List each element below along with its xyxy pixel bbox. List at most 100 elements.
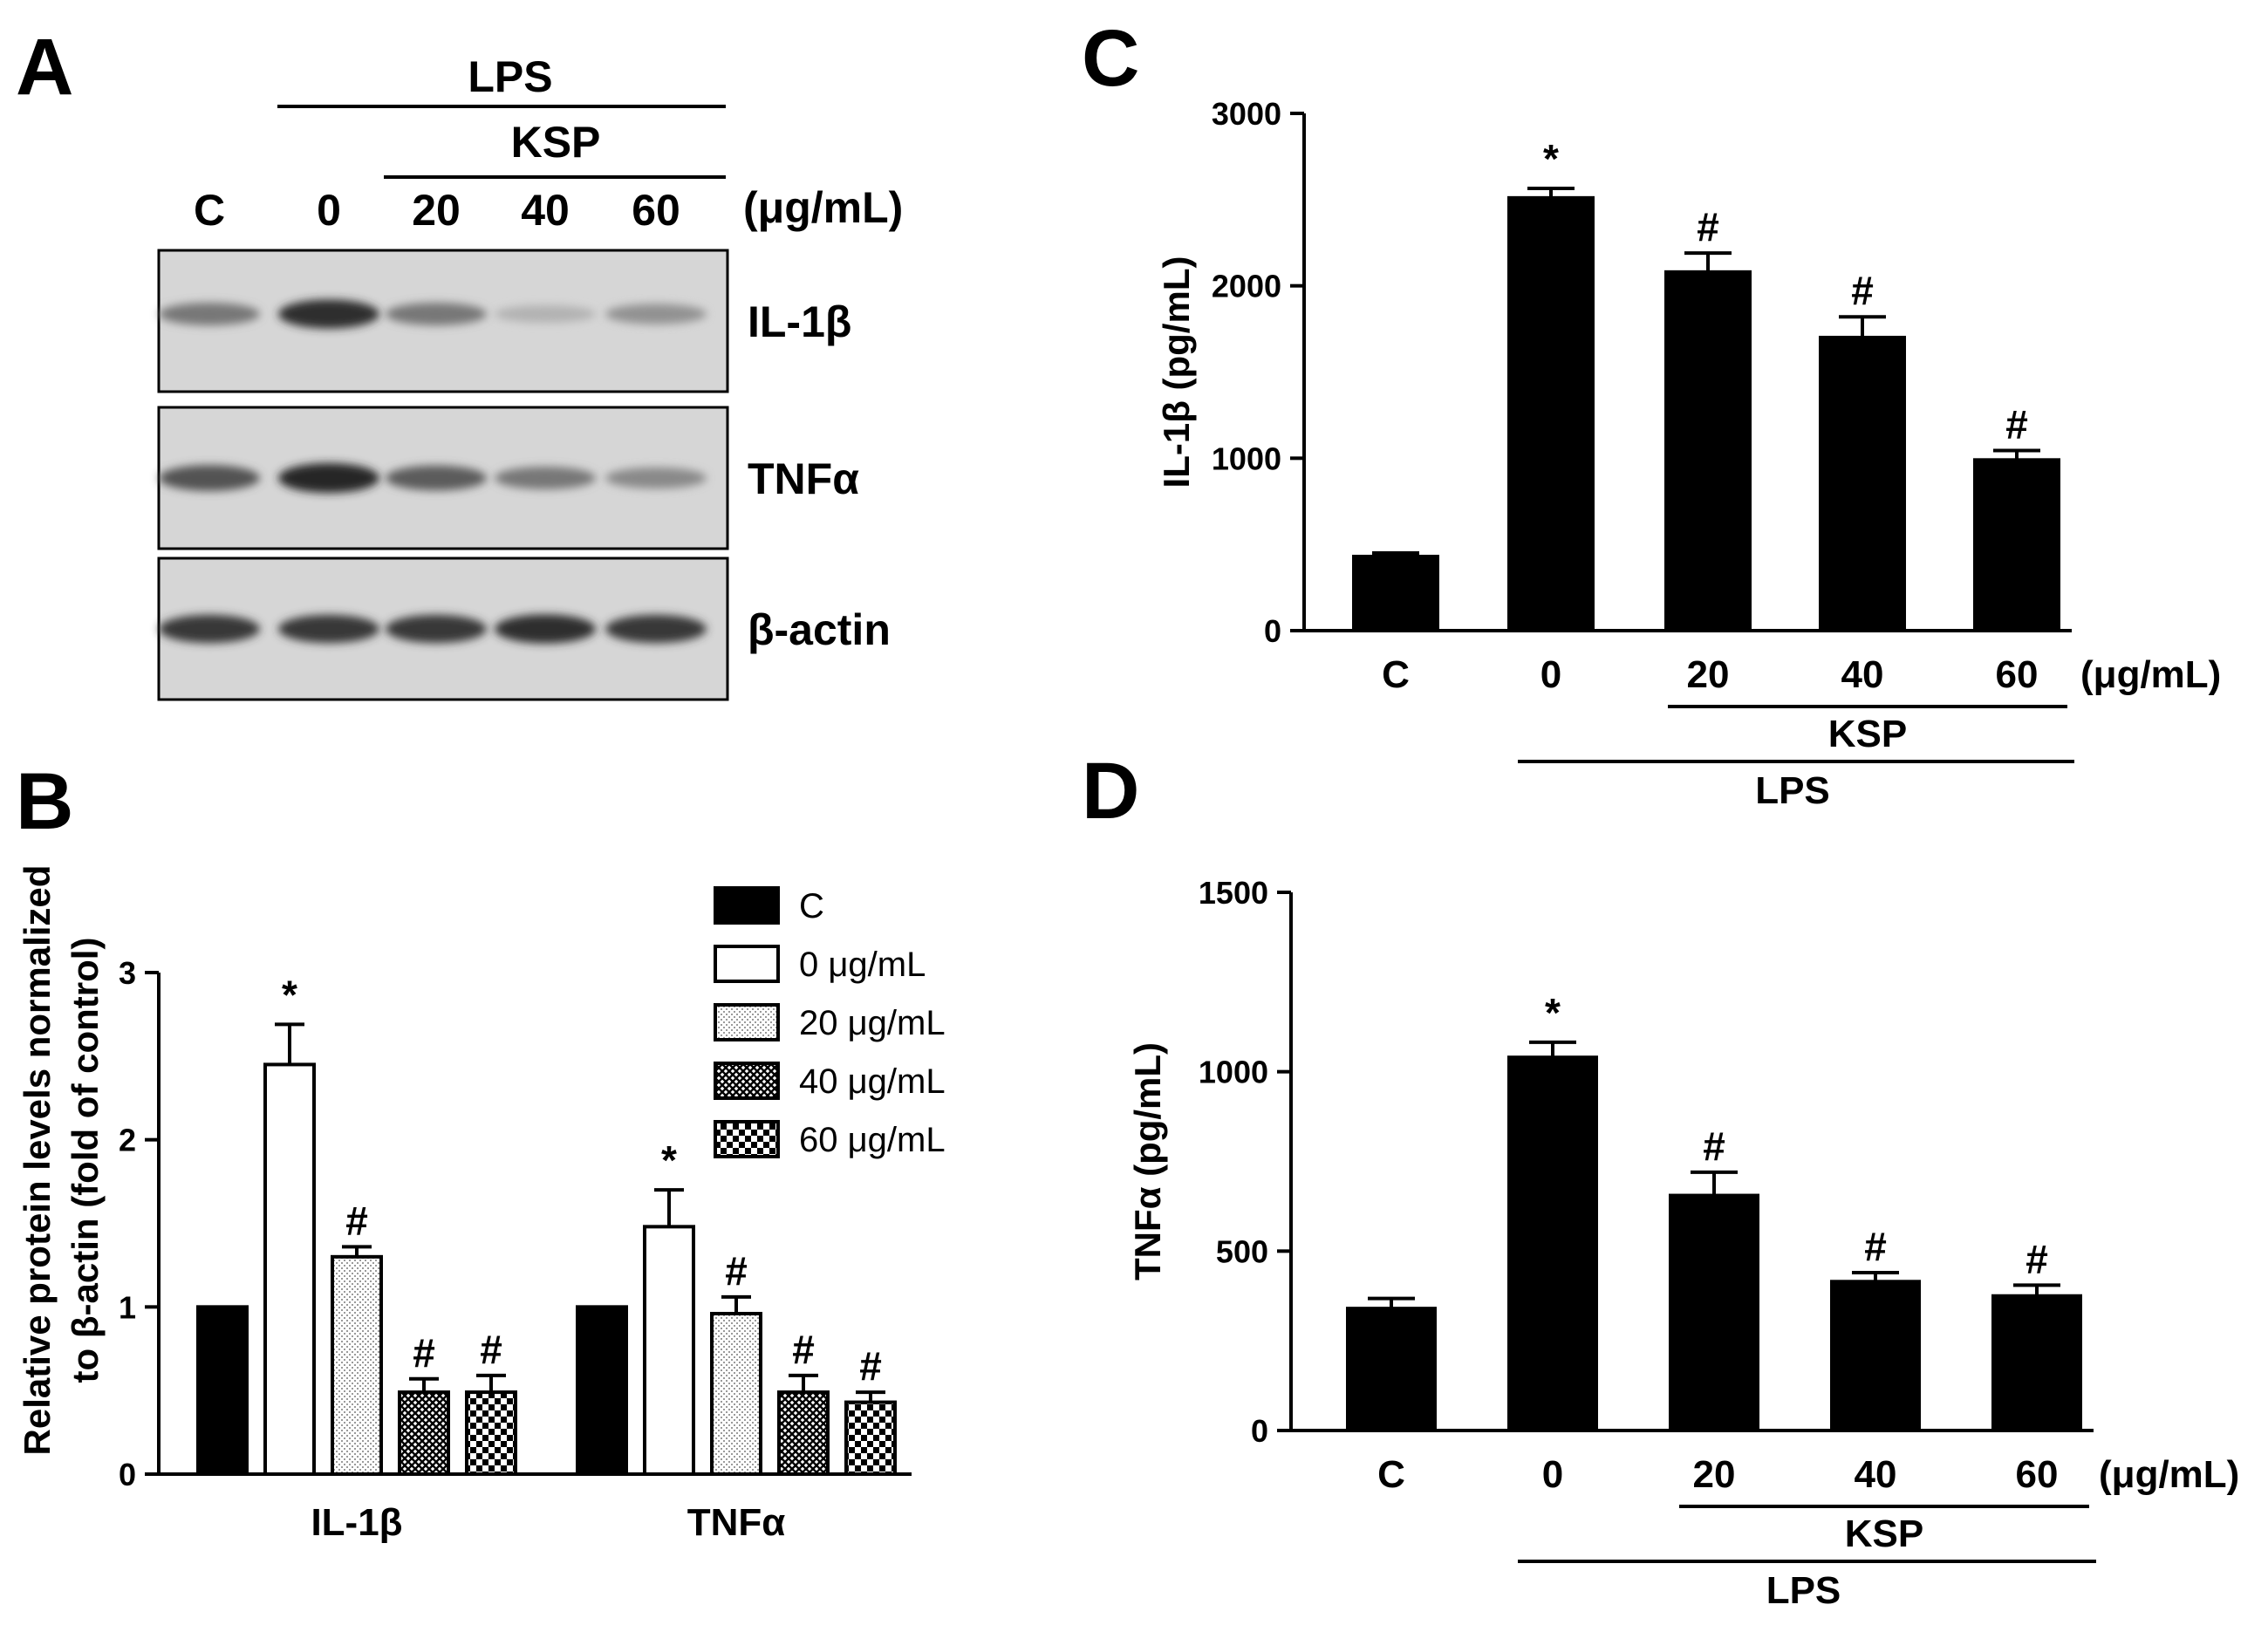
legend-swatch [714, 1003, 780, 1041]
bar [1346, 1307, 1437, 1432]
bar [1507, 1055, 1598, 1433]
blot-strip: β-actin [157, 557, 891, 701]
significance-hash: # [792, 1327, 815, 1372]
significance-hash: # [1851, 268, 1874, 313]
y-tick-label: 500 [1216, 1233, 1268, 1269]
bar [1669, 1193, 1759, 1432]
bar [1507, 195, 1595, 633]
y-tick-label: 0 [1251, 1413, 1268, 1449]
x-category-label: 20 [1693, 1453, 1736, 1496]
bar [710, 1312, 762, 1476]
blot-lane-label: 20 [412, 186, 461, 235]
blot-lane-label: 0 [317, 186, 341, 235]
blot-strip: IL-1β [157, 249, 851, 393]
legend: C 0 μg/mL 20 μg/mL 40 μg/mL 60 μg/mL [714, 886, 946, 1159]
blot-band [495, 304, 596, 324]
significance-hash: # [1703, 1123, 1725, 1169]
bar [1973, 458, 2060, 632]
blot-band-label: IL-1β [748, 297, 851, 346]
y-axis-title: IL-1β (pg/mL) [1156, 256, 1197, 488]
y-axis-title: TNFα (pg/mL) [1127, 1042, 1168, 1280]
y-tick-label: 2 [119, 1123, 136, 1158]
significance-star: * [661, 1137, 677, 1183]
blot-band [159, 614, 260, 644]
bar [844, 1400, 897, 1477]
x-category-label: 20 [1687, 653, 1730, 696]
y-tick-label: 0 [119, 1457, 136, 1492]
y-axis-title: to β-actin (fold of control) [65, 938, 106, 1383]
y-tick-label: 1500 [1199, 875, 1268, 911]
y-axis-title: Relative protein levels normalized [17, 865, 58, 1456]
y-tick-label: 1000 [1199, 1055, 1268, 1090]
bar [1830, 1280, 1921, 1432]
bar [643, 1225, 695, 1477]
significance-star: * [1543, 136, 1559, 181]
panel-d-chart: 0 500 1000 1500 TNFα (pg/mL) C * 0 #20 #40 #60 (μg/… [1127, 875, 2239, 1612]
significance-hash: # [2025, 1236, 2048, 1281]
western-blot-panel: LPS KSP C 0 20 40 60 (μg/mL) IL-1β TNFα β-acti… [157, 52, 903, 701]
y-tick-label: 1 [119, 1289, 136, 1325]
blot-band [605, 467, 707, 489]
blot-band [278, 299, 379, 329]
significance-hash: # [1864, 1224, 1887, 1269]
blot-band [495, 466, 596, 490]
blot-band [278, 462, 379, 494]
legend-label: 40 μg/mL [799, 1062, 946, 1101]
x-category-label: 0 [1542, 1453, 1563, 1496]
blot-unit-label: (μg/mL) [743, 183, 903, 232]
blot-band-label: TNFα [748, 454, 859, 503]
blot-lps-label: LPS [468, 52, 552, 101]
bar [331, 1254, 383, 1477]
blot-band [386, 614, 487, 644]
significance-hash: # [725, 1248, 748, 1294]
blot-band [159, 465, 260, 491]
significance-hash: # [2005, 401, 2028, 447]
blot-lane-label: 40 [521, 186, 570, 235]
y-tick-label: 0 [1264, 613, 1281, 649]
bar [1991, 1294, 2082, 1432]
panel-c-label: C [1082, 14, 1139, 103]
bar [1352, 555, 1439, 633]
x-category-label: 60 [2016, 1453, 2059, 1496]
blot-lane-labels: C 0 20 40 60 [194, 186, 680, 235]
panel-a-label: A [16, 23, 73, 112]
y-tick-label: 3 [119, 955, 136, 991]
x-category-label: C [1382, 653, 1410, 696]
bar [777, 1390, 830, 1477]
significance-hash: # [1697, 204, 1719, 249]
x-category-label: 60 [1996, 653, 2039, 696]
legend-label: 60 μg/mL [799, 1121, 946, 1159]
ksp-bracket-label: KSP [1828, 713, 1907, 755]
blot-band [605, 614, 707, 644]
bar [196, 1305, 249, 1477]
bar [398, 1390, 450, 1477]
blot-strips: IL-1β TNFα β-actin [157, 249, 891, 701]
bar [1664, 270, 1752, 632]
significance-hash: # [413, 1330, 435, 1376]
significance-hash: # [480, 1327, 502, 1372]
legend-label: 20 μg/mL [799, 1004, 946, 1042]
x-unit-label: (μg/mL) [2080, 653, 2221, 696]
blot-band [386, 465, 487, 491]
x-unit-label: (μg/mL) [2099, 1453, 2239, 1496]
panel-b-chart: 0 1 2 3 Relative protein levels normalized to… [17, 865, 946, 1544]
x-category-label: IL-1β [311, 1501, 402, 1544]
blot-band [605, 304, 707, 324]
x-category-label: 0 [1540, 653, 1561, 696]
legend-swatch [714, 945, 780, 983]
x-category-label: C [1377, 1453, 1405, 1496]
legend-label: C [799, 887, 824, 925]
significance-star: * [1545, 990, 1561, 1035]
blot-band [386, 302, 487, 326]
x-category-label: 40 [1841, 653, 1884, 696]
legend-swatch [714, 886, 780, 925]
significance-hash: # [859, 1343, 882, 1389]
lps-bracket-label: LPS [1766, 1569, 1841, 1612]
significance-star: * [282, 972, 297, 1017]
bar [576, 1305, 628, 1477]
bar [1819, 335, 1906, 632]
panel-d-label: D [1082, 747, 1139, 836]
blot-band [278, 614, 379, 644]
ksp-bracket-label: KSP [1845, 1513, 1923, 1555]
